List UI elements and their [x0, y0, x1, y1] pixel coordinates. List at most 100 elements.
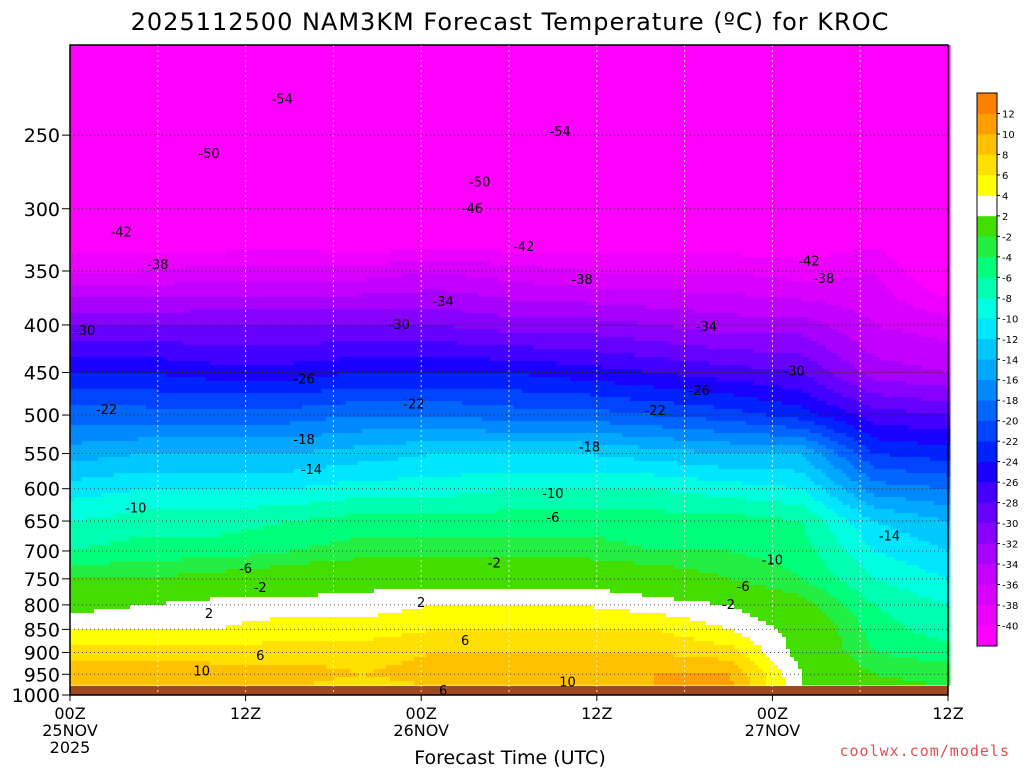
temperature-cell	[642, 49, 647, 54]
temperature-cell	[90, 61, 95, 66]
temperature-cell	[298, 65, 303, 70]
temperature-cell	[326, 49, 331, 54]
temperature-cell	[394, 57, 399, 62]
temperature-cell	[486, 61, 491, 66]
temperature-cell	[158, 61, 163, 66]
temperature-cell	[830, 61, 835, 66]
temperature-cell	[626, 61, 631, 66]
temperature-cell	[594, 53, 599, 58]
temperature-cell	[178, 65, 183, 70]
temperature-cell	[390, 61, 395, 66]
temperature-cell	[602, 53, 607, 58]
temperature-cell	[674, 61, 679, 66]
temperature-cell	[426, 61, 431, 66]
temperature-cell	[366, 57, 371, 62]
temperature-cell	[590, 61, 595, 66]
temperature-cell	[626, 49, 631, 54]
temperature-cell	[142, 65, 147, 70]
temperature-cell	[150, 57, 155, 62]
temperature-cell	[702, 61, 707, 66]
temperature-cell	[538, 61, 543, 66]
temperature-cell	[710, 49, 715, 54]
temperature-cell	[486, 65, 491, 70]
temperature-cell	[774, 57, 779, 62]
temperature-cell	[890, 53, 895, 58]
temperature-cell	[662, 53, 667, 58]
temperature-cell	[190, 49, 195, 54]
temperature-cell	[282, 49, 287, 54]
temperature-cell	[818, 61, 823, 66]
temperature-cell	[806, 53, 811, 58]
temperature-cell	[258, 49, 263, 54]
temperature-cell	[230, 49, 235, 54]
temperature-cell	[810, 57, 815, 62]
temperature-cell	[202, 65, 207, 70]
temperature-cell	[758, 49, 763, 54]
temperature-cell	[126, 53, 131, 58]
temperature-cell	[750, 61, 755, 66]
temperature-cell	[398, 65, 403, 70]
temperature-cell	[530, 65, 535, 70]
temperature-cell	[434, 53, 439, 58]
temperature-cell	[814, 57, 819, 62]
temperature-cell	[914, 49, 919, 54]
temperature-cell	[458, 61, 463, 66]
temperature-cell	[246, 57, 251, 62]
temperature-cell	[426, 57, 431, 62]
temperature-cell	[774, 49, 779, 54]
temperature-cell	[422, 57, 427, 62]
temperature-cell	[910, 49, 915, 54]
temperature-cell	[842, 57, 847, 62]
temperature-cell	[458, 49, 463, 54]
temperature-cell	[106, 53, 111, 58]
temperature-cell	[826, 57, 831, 62]
temperature-cell	[630, 61, 635, 66]
temperature-cell	[322, 53, 327, 58]
temperature-cell	[610, 53, 615, 58]
temperature-cell	[258, 57, 263, 62]
temperature-cell	[558, 49, 563, 54]
temperature-cell	[494, 53, 499, 58]
temperature-cell	[478, 61, 483, 66]
temperature-cell	[610, 49, 615, 54]
temperature-cell	[450, 53, 455, 58]
temperature-cell	[866, 61, 871, 66]
temperature-cell	[358, 53, 363, 58]
temperature-cell	[214, 53, 219, 58]
temperature-cell	[646, 49, 651, 54]
temperature-cell	[474, 53, 479, 58]
temperature-cell	[546, 65, 551, 70]
temperature-cell	[606, 53, 611, 58]
temperature-cell	[402, 53, 407, 58]
temperature-cell	[830, 57, 835, 62]
temperature-cell	[710, 53, 715, 58]
temperature-cell	[878, 61, 883, 66]
temperature-cell	[182, 61, 187, 66]
temperature-cell	[486, 57, 491, 62]
temperature-cell	[450, 57, 455, 62]
temperature-cell	[310, 65, 315, 70]
temperature-cell	[254, 49, 259, 54]
temperature-cell	[210, 61, 215, 66]
temperature-cell	[882, 53, 887, 58]
temperature-cell	[898, 61, 903, 66]
temperature-cell	[350, 61, 355, 66]
temperature-cell	[326, 57, 331, 62]
temperature-cell	[450, 49, 455, 54]
temperature-cell	[738, 49, 743, 54]
temperature-cell	[834, 61, 839, 66]
temperature-cell	[630, 49, 635, 54]
temperature-cell	[386, 53, 391, 58]
temperature-cell	[498, 57, 503, 62]
temperature-cell	[270, 57, 275, 62]
temperature-cell	[586, 49, 591, 54]
temperature-cell	[414, 61, 419, 66]
temperature-cell	[386, 49, 391, 54]
temperature-cell	[286, 61, 291, 66]
temperature-cell	[354, 53, 359, 58]
temperature-cell	[514, 65, 519, 70]
temperature-cell	[230, 61, 235, 66]
temperature-cell	[886, 61, 891, 66]
temperature-cell	[562, 49, 567, 54]
temperature-cell	[226, 61, 231, 66]
